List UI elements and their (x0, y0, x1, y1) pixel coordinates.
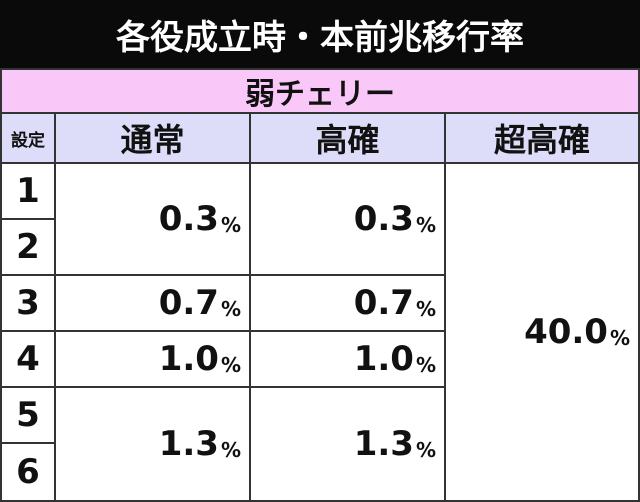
title: 各役成立時・本前兆移行率 (0, 0, 640, 68)
setting: 5 (0, 386, 56, 444)
rate: 1.0% (54, 330, 251, 388)
rate: 40.0% (444, 162, 640, 502)
rate: 1.0% (249, 330, 446, 388)
subtitle: 弱チェリー (0, 68, 640, 114)
setting: 4 (0, 330, 56, 388)
setting: 6 (0, 442, 56, 502)
rate: 0.7% (249, 274, 446, 332)
column-header: 通常 (54, 112, 251, 164)
rate: 0.3% (54, 162, 251, 276)
rate: 1.3% (249, 386, 446, 502)
column-header: 超高確 (444, 112, 640, 164)
column-header: 設定 (0, 112, 56, 164)
setting: 1 (0, 162, 56, 220)
rate: 1.3% (54, 386, 251, 502)
rate: 0.3% (249, 162, 446, 276)
column-header: 高確 (249, 112, 446, 164)
setting: 2 (0, 218, 56, 276)
setting: 3 (0, 274, 56, 332)
rate: 0.7% (54, 274, 251, 332)
